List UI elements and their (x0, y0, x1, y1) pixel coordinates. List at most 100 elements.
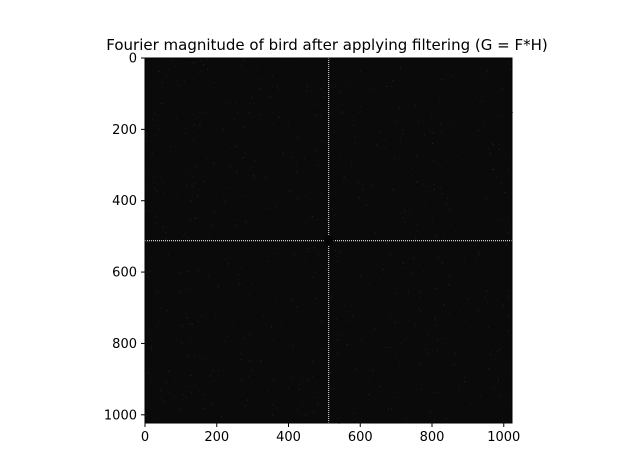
noise-pixel (504, 192, 506, 193)
noise-pixel (197, 127, 199, 129)
noise-pixel (310, 419, 311, 421)
noise-pixel (312, 215, 313, 217)
noise-pixel (170, 211, 172, 212)
noise-pixel (322, 61, 323, 63)
noise-pixel (405, 301, 407, 303)
noise-pixel (258, 146, 260, 148)
noise-pixel (196, 117, 198, 119)
noise-pixel (339, 92, 341, 94)
noise-pixel (171, 139, 173, 140)
noise-pixel (426, 238, 428, 239)
noise-pixel (389, 253, 391, 255)
noise-pixel (164, 239, 166, 241)
noise-pixel (502, 304, 504, 306)
noise-pixel (404, 210, 406, 212)
noise-pixel (387, 375, 389, 377)
noise-pixel (331, 361, 333, 363)
noise-pixel (327, 303, 329, 305)
noise-pixel (322, 272, 324, 274)
noise-pixel (507, 61, 509, 63)
noise-pixel (226, 200, 228, 202)
noise-pixel (433, 189, 435, 191)
noise-pixel (351, 305, 353, 307)
noise-pixel (478, 189, 480, 191)
noise-pixel (489, 353, 491, 355)
noise-pixel (397, 275, 398, 277)
y-tick-label: 1000 (104, 408, 137, 423)
noise-pixel (303, 158, 305, 160)
noise-pixel (243, 58, 245, 60)
noise-pixel (449, 123, 451, 125)
noise-pixel (330, 349, 332, 351)
noise-pixel (319, 322, 321, 324)
noise-pixel (254, 202, 256, 204)
noise-pixel (287, 271, 289, 273)
noise-pixel (440, 106, 442, 108)
noise-pixel (148, 334, 150, 335)
noise-pixel (388, 240, 390, 242)
noise-pixel (209, 83, 211, 85)
noise-pixel (249, 103, 251, 105)
noise-pixel (152, 182, 154, 184)
noise-pixel (415, 237, 417, 239)
noise-pixel (179, 273, 181, 275)
noise-pixel (272, 404, 274, 406)
noise-pixel (306, 85, 308, 87)
noise-pixel (404, 415, 405, 417)
noise-pixel (465, 137, 467, 139)
noise-pixel (411, 174, 412, 176)
noise-pixel (445, 338, 447, 339)
x-tick-label: 600 (348, 430, 373, 445)
noise-pixel (165, 241, 167, 242)
noise-pixel (175, 65, 176, 67)
x-axis: 0 200 400 600 800 1000 (141, 423, 520, 445)
noise-pixel (297, 239, 299, 241)
noise-pixel (386, 86, 388, 87)
noise-pixel (485, 76, 487, 78)
noise-pixel (209, 375, 211, 377)
noise-pixel (414, 325, 416, 327)
noise-pixel (272, 414, 274, 416)
noise-pixel (229, 209, 231, 211)
noise-pixel (366, 208, 368, 210)
noise-pixel (176, 134, 178, 136)
noise-pixel (375, 230, 377, 232)
noise-pixel (149, 345, 151, 347)
noise-pixel (272, 122, 274, 124)
noise-pixel (287, 125, 289, 127)
noise-pixel (439, 123, 441, 125)
noise-pixel (173, 328, 175, 330)
noise-pixel (296, 137, 298, 138)
noise-pixel (305, 222, 307, 223)
noise-pixel (409, 208, 411, 210)
noise-pixel (299, 389, 301, 390)
noise-pixel (200, 70, 202, 72)
noise-pixel (500, 369, 502, 371)
noise-pixel (154, 135, 156, 137)
noise-pixel (358, 197, 360, 199)
noise-pixel (239, 284, 241, 286)
noise-pixel (339, 368, 340, 370)
noise-pixel (203, 393, 205, 395)
noise-pixel (164, 379, 166, 381)
noise-pixel (487, 300, 488, 302)
noise-pixel (371, 184, 373, 186)
noise-pixel (189, 220, 191, 222)
noise-pixel (344, 242, 346, 243)
noise-pixel (418, 307, 420, 309)
noise-pixel (390, 402, 392, 403)
noise-pixel (425, 231, 427, 233)
noise-pixel (162, 102, 164, 104)
noise-pixel (217, 286, 219, 288)
noise-pixel (493, 275, 495, 277)
noise-pixel (258, 82, 260, 84)
noise-pixel (310, 199, 312, 201)
noise-pixel (297, 409, 299, 411)
noise-pixel (163, 400, 165, 402)
noise-pixel (370, 255, 372, 257)
noise-pixel (165, 151, 167, 153)
noise-pixel (151, 124, 153, 126)
noise-pixel (391, 408, 393, 410)
noise-pixel (506, 295, 508, 297)
noise-pixel (432, 132, 434, 134)
